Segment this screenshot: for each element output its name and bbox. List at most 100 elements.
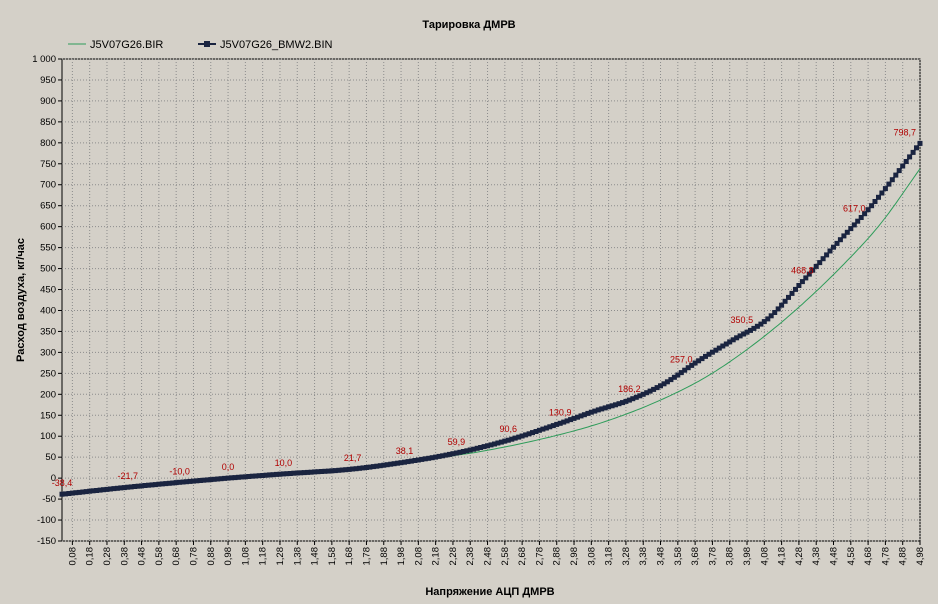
series-2-marker xyxy=(312,469,318,475)
series-2-marker xyxy=(530,430,535,436)
series-2-marker xyxy=(388,461,394,467)
data-label: -21,7 xyxy=(117,471,138,481)
series-2-marker xyxy=(377,463,383,469)
series-2-marker xyxy=(765,316,771,322)
x-tick-label: 3,88 xyxy=(725,547,736,566)
data-label: 10,0 xyxy=(275,458,293,468)
series-2-marker xyxy=(914,145,919,151)
series-2-marker xyxy=(156,481,162,487)
x-tick-label: 4,98 xyxy=(915,547,926,566)
series-2-marker xyxy=(211,476,217,482)
series-2-marker xyxy=(609,403,615,409)
series-2-marker xyxy=(277,471,283,477)
series-2-marker xyxy=(246,474,252,479)
series-2-marker xyxy=(128,484,134,490)
series-2-marker xyxy=(502,438,508,444)
x-tick-label: 1,68 xyxy=(344,547,355,566)
series-2-marker xyxy=(201,477,207,483)
series-2-marker xyxy=(637,393,643,399)
series-2-marker xyxy=(910,149,916,155)
series-2-marker xyxy=(114,485,120,491)
series-2-marker xyxy=(855,218,861,224)
series-2-marker xyxy=(267,472,273,478)
series-2-marker xyxy=(658,383,663,389)
series-2-marker xyxy=(215,476,221,482)
legend-label-series-2: J5V07G26_BMW2.BIN xyxy=(220,39,333,51)
series-2-marker xyxy=(519,433,525,439)
series-2-marker xyxy=(260,473,266,478)
series-2-marker xyxy=(346,466,352,472)
x-tick-label: 2,68 xyxy=(517,547,528,566)
series-2-marker xyxy=(568,417,574,423)
x-tick-label: 2,98 xyxy=(569,547,580,566)
series-2-marker xyxy=(325,468,331,474)
series-2-marker xyxy=(242,474,248,480)
y-tick-label: 950 xyxy=(40,75,56,86)
x-tick-label: 2,18 xyxy=(431,547,442,566)
series-2-marker xyxy=(253,473,259,479)
series-2-marker xyxy=(571,415,577,421)
series-2-marker xyxy=(709,349,715,355)
x-tick-label: 3,28 xyxy=(621,547,632,566)
series-2-marker xyxy=(647,388,653,394)
data-label: -10,0 xyxy=(169,466,190,476)
x-tick-label: 1,18 xyxy=(258,547,269,566)
y-tick-label: 1 000 xyxy=(32,54,56,65)
series-2-marker xyxy=(447,451,452,457)
series-2-marker xyxy=(782,298,788,304)
y-tick-label: 850 xyxy=(40,117,56,128)
series-2-marker xyxy=(775,306,781,312)
series-2-marker xyxy=(588,409,594,415)
series-2-marker xyxy=(862,211,868,217)
series-2-marker xyxy=(834,240,840,246)
series-2-marker xyxy=(492,441,497,447)
series-2-marker xyxy=(132,484,138,489)
x-tick-label: 1,48 xyxy=(310,547,321,566)
series-2-marker xyxy=(526,431,532,437)
series-2-marker xyxy=(696,358,702,364)
x-tick-label: 3,98 xyxy=(742,547,753,566)
series-2-marker xyxy=(699,356,705,362)
x-tick-label: 0,18 xyxy=(85,547,96,566)
series-2-marker xyxy=(381,462,387,468)
series-2-marker xyxy=(395,460,401,466)
series-2-marker xyxy=(474,445,480,451)
series-2-marker xyxy=(817,260,823,266)
x-tick-label: 2,88 xyxy=(552,547,563,566)
series-2-marker xyxy=(758,321,764,327)
series-2-marker xyxy=(305,469,311,475)
series-2-marker xyxy=(364,465,369,470)
series-2-marker xyxy=(125,484,131,490)
series-2-marker xyxy=(533,429,539,434)
series-2-marker xyxy=(876,194,881,200)
series-2-marker xyxy=(554,421,560,427)
series-2-marker xyxy=(654,385,660,391)
series-2-marker xyxy=(734,335,740,341)
series-2-marker xyxy=(218,476,224,482)
series-2-marker xyxy=(291,470,297,476)
x-tick-label: 4,48 xyxy=(829,547,840,566)
series-2-marker xyxy=(488,442,494,448)
x-tick-label: 4,18 xyxy=(777,547,788,566)
x-axis-title: Напряжение АЦП ДМРВ xyxy=(425,586,554,598)
series-2-marker xyxy=(748,327,753,333)
series-2-marker xyxy=(280,471,286,477)
x-tick-label: 0,28 xyxy=(102,547,113,566)
series-2-marker xyxy=(460,449,466,454)
data-label: 21,7 xyxy=(344,453,362,463)
series-2-marker xyxy=(426,455,432,461)
series-2-marker xyxy=(263,472,269,478)
y-axis: 1 00095090085080075070065060055050045040… xyxy=(32,54,62,547)
series-2-marker xyxy=(90,488,96,494)
series-2-marker xyxy=(706,351,712,357)
series-2-marker xyxy=(744,329,750,335)
series-2-marker xyxy=(419,456,425,462)
data-label: 90,6 xyxy=(500,424,518,434)
y-tick-label: 350 xyxy=(40,326,56,337)
series-2-marker xyxy=(471,446,477,452)
series-2-marker xyxy=(620,400,625,406)
x-axis: 0,08 0,18 0,28 0,38 0,48 0,58 0,68 0,78 0,88 0,98… xyxy=(67,541,926,566)
series-2-marker xyxy=(626,397,632,403)
series-2-marker xyxy=(80,489,86,495)
y-tick-label: 50 xyxy=(45,452,56,463)
